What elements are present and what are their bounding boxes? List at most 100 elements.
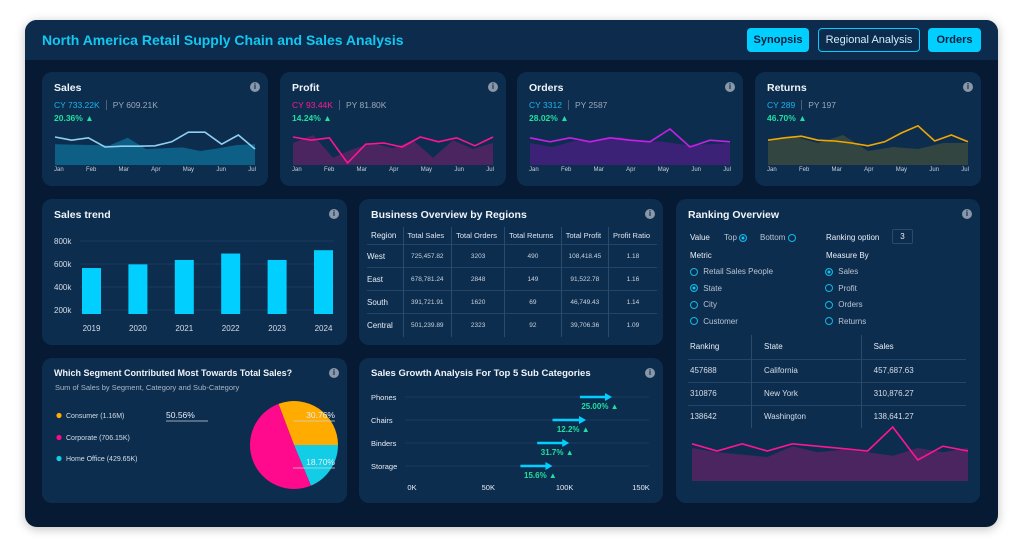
table-cell: 138642 [688,404,752,428]
growth-percent: 46.70% ▲ [767,113,807,123]
table-row: 457688 California 457,687.63 [688,358,966,382]
x-tick-label: 0K [407,483,416,492]
metric-radio[interactable]: Retail Sales People [690,267,773,276]
x-tick-label: 2023 [268,324,286,333]
header: North America Retail Supply Chain and Sa… [25,20,998,60]
month-label: Jul [723,167,731,173]
table-cell: New York [751,381,862,405]
card-title: Business Overview by Regions [371,209,527,221]
growth-percent-label: 25.00% ▲ [581,402,618,411]
arrow-head-icon [545,462,553,470]
bar-2021[interactable] [174,259,194,314]
card-title: Sales Growth Analysis For Top 5 Sub Cate… [371,368,591,379]
card-title: Orders [529,82,564,94]
prior-year-area [293,135,493,165]
month-label: Feb [323,167,335,173]
synopsis-button[interactable]: Synopsis [747,28,809,52]
ranking-option-label: Ranking option [826,233,880,242]
category-label: Storage [371,462,397,471]
bottom-radio[interactable]: Bottom [760,233,796,242]
metric-radio[interactable]: City [690,300,717,309]
month-label: Jan [292,167,302,173]
month-label: Jul [961,167,969,173]
info-icon[interactable]: i [329,368,339,378]
info-icon[interactable]: i [488,82,498,92]
info-icon[interactable]: i [963,82,973,92]
month-label: Apr [626,167,636,173]
table-cell: 678,781.24 [402,267,452,291]
info-icon[interactable]: i [645,209,655,219]
radio-icon[interactable] [739,233,748,242]
category-label: Phones [371,393,397,402]
ranking-option-input[interactable]: 3 [892,229,913,244]
value-label: Value [690,233,710,242]
table-cell: 108,418.45 [560,244,609,268]
top-radio[interactable]: Top [724,233,748,242]
measure-radio[interactable]: Orders [825,300,863,309]
radio-icon[interactable] [825,284,833,293]
month-label: Mar [593,167,604,173]
bar-2019[interactable] [82,268,101,314]
table-cell: Central [367,313,403,337]
pie-percent-label: 18.70% [306,457,335,467]
radio-icon[interactable] [787,233,796,242]
month-label: Jul [248,167,256,173]
table-row: West 725,457.82 3203 490 108,418.45 1.18 [367,244,657,268]
y-tick-label: 400k [54,283,72,292]
month-label: Mar [118,167,129,173]
growth-percent-label: 12.2% ▲ [557,425,590,434]
regional-analysis-button[interactable]: Regional Analysis [818,28,920,52]
radio-icon[interactable] [690,317,698,326]
table-cell: 92 [504,313,562,337]
table-cell: 46,749.43 [560,290,609,314]
month-label: Apr [151,167,161,173]
current-year-line [529,127,731,148]
radio-icon[interactable] [825,267,833,276]
card-title: Which Segment Contributed Most Towards T… [54,368,293,378]
measure-radio[interactable]: Returns [825,317,866,326]
sparkline [767,124,969,165]
metric-radio[interactable]: State [690,284,722,293]
pie-slice[interactable] [294,445,338,486]
y-tick-label: 200k [54,306,72,315]
x-tick-label: 2020 [129,324,147,333]
measure-radio[interactable]: Profit [825,284,857,293]
pie-slice[interactable] [278,401,339,446]
ranking-chart [691,425,969,481]
info-icon[interactable]: i [329,209,339,219]
radio-icon[interactable] [825,317,833,326]
info-icon[interactable]: i [962,209,972,219]
bar-2020[interactable] [128,264,148,314]
table-cell: 138,641.27 [860,404,966,428]
info-icon[interactable]: i [725,82,735,92]
table-cell: 39,706.36 [560,313,609,337]
bar-2022[interactable] [221,253,241,314]
radio-icon[interactable] [690,267,698,276]
column-header: Ranking [690,342,720,352]
orders-button[interactable]: Orders [928,28,981,52]
table-cell: 149 [504,267,562,291]
month-label: May [657,167,670,173]
table-cell: 69 [504,290,562,314]
month-label: Jun [691,167,701,173]
prior-year-area [530,137,730,165]
radio-icon[interactable] [690,300,698,309]
info-icon[interactable]: i [645,368,655,378]
growth-percent: 28.02% ▲ [529,113,569,123]
month-label: May [420,167,433,173]
measure-radio[interactable]: Sales [825,267,858,276]
bar-2023[interactable] [267,259,287,314]
info-icon[interactable]: i [250,82,260,92]
metric-radio[interactable]: Customer [690,317,738,326]
legend-swatch [56,455,62,462]
metric-label: Customer [703,316,738,326]
radio-icon[interactable] [825,300,833,309]
segment-card: Which Segment Contributed Most Towards T… [42,358,347,503]
table-cell: 310,876.27 [860,381,966,405]
measure-label: Profit [838,283,857,293]
category-label: Chairs [371,416,393,425]
column-header: Profit Ratio [607,227,657,245]
bar-2024[interactable] [314,250,333,314]
radio-icon[interactable] [690,284,698,293]
table-cell: 1.09 [607,313,657,337]
